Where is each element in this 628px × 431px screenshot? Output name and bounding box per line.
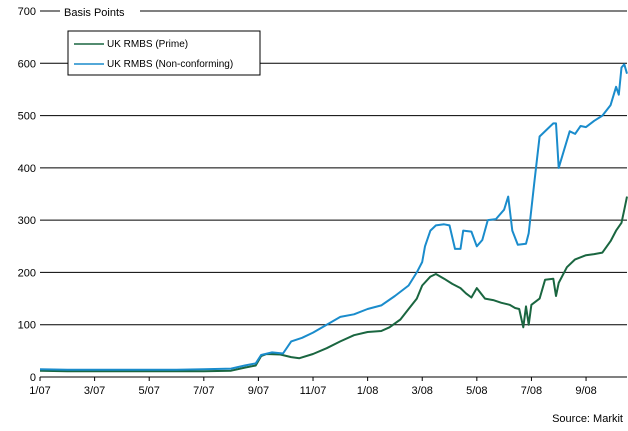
x-tick-label: 11/07	[300, 385, 327, 397]
ylabel-background	[60, 5, 140, 19]
series-line-prime	[39, 196, 628, 373]
legend-label-nonconforming: UK RMBS (Non-conforming)	[107, 59, 233, 70]
y-tick-label: 400	[18, 163, 36, 175]
series-line-nonconforming	[39, 63, 628, 371]
x-axis-ticks: 1/07 3/07 5/07 7/07 9/07 11/07 1/08 3/08 5/08 7/0…	[29, 377, 597, 397]
x-tick-label: 9/07	[248, 385, 269, 397]
y-tick-label: 600	[18, 58, 36, 70]
x-tick-label: 1/08	[357, 385, 378, 397]
y-tick-label: 200	[18, 267, 36, 279]
x-tick-label: 5/08	[466, 385, 487, 397]
y-tick-label: 0	[30, 372, 36, 384]
x-tick-label: 1/07	[29, 385, 50, 397]
y-axis-label: Basis Points	[64, 7, 125, 19]
series-layer	[39, 63, 628, 373]
y-tick-label: 100	[18, 320, 36, 332]
y-tick-label: 500	[18, 111, 36, 123]
legend-box	[67, 30, 261, 76]
x-tick-label: 7/07	[193, 385, 214, 397]
x-tick-label: 7/08	[521, 385, 542, 397]
x-tick-label: 3/07	[84, 385, 105, 397]
legend-label-prime: UK RMBS (Prime)	[107, 39, 188, 50]
y-axis-ticks: 0 100 200 300 400 500 600 700	[18, 6, 36, 384]
source-note: Source: Markit	[552, 413, 623, 425]
x-tick-label: 3/08	[412, 385, 433, 397]
legend: UK RMBS (Prime) UK RMBS (Non-conforming)	[67, 30, 261, 76]
y-tick-label: 700	[18, 6, 36, 18]
x-tick-label: 9/08	[575, 385, 596, 397]
y-tick-label: 300	[18, 215, 36, 227]
x-tick-label: 5/07	[138, 385, 159, 397]
